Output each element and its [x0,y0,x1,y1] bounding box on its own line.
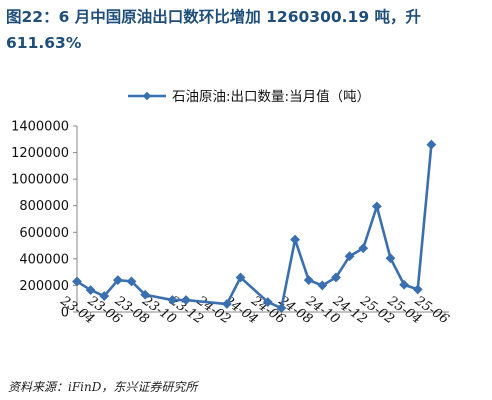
y-tick-label: 0 [61,306,69,321]
data-point [290,234,300,245]
data-point [167,295,178,305]
data-point [426,139,437,150]
y-tick-label: 1000000 [11,173,69,188]
data-point [371,201,382,212]
data-point [412,284,423,295]
data-point [99,291,110,301]
y-tick-label: 800000 [19,199,69,214]
data-point [276,303,287,313]
data-point [331,272,341,283]
data-point [317,280,328,291]
data-point [262,297,273,307]
data-point [358,243,369,254]
y-tick-label: 600000 [19,226,69,241]
data-point [385,253,396,264]
data-point [126,276,137,287]
y-tick-label: 1200000 [11,146,69,161]
data-point [399,279,410,290]
data-point [72,276,82,287]
data-point [181,295,191,305]
data-point [303,275,314,286]
y-tick-label: 400000 [19,252,69,267]
legend-marker [142,91,152,101]
data-point [235,272,246,283]
data-point [85,285,96,295]
data-point [140,289,151,300]
figure-title: 图22：6 月中国原油出口数环比增加 1260300.19 吨，升 611.63… [6,8,421,52]
legend-label: 石油原油:出口数量:当月值（吨） [172,89,370,105]
y-tick-label: 200000 [19,279,69,294]
y-tick-label: 1400000 [11,120,69,135]
data-point [222,299,232,309]
data-point [344,251,355,262]
figure-source: 资料来源：iFinD，东兴证券研究所 [8,380,198,394]
data-point [112,275,123,286]
